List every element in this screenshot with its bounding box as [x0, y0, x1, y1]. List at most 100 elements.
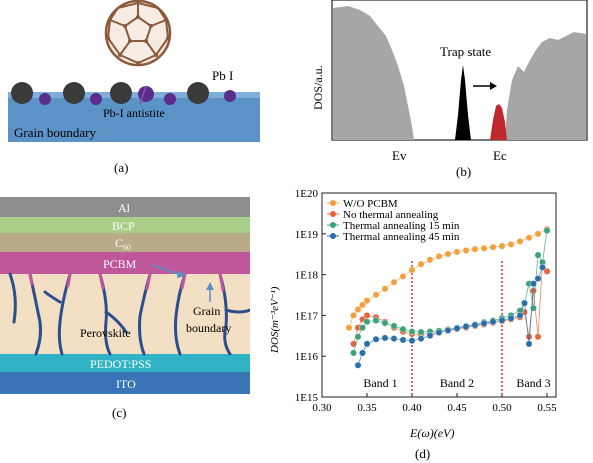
data-point [539, 264, 546, 271]
legend-marker [330, 200, 336, 206]
legend-marker [330, 233, 336, 239]
x-tick-label: 0.30 [312, 402, 332, 414]
data-point [354, 361, 362, 369]
y-tick-label: 1E19 [295, 229, 319, 241]
label-ev: Ev [392, 148, 407, 163]
data-point [435, 329, 443, 336]
label-al: Al [118, 201, 131, 215]
data-point [534, 275, 542, 282]
label-pbi: Pb I [212, 68, 233, 83]
series-line [348, 228, 548, 328]
pb-atom [11, 82, 33, 104]
layer-c60 [0, 233, 250, 252]
label-bcp: BCP [112, 219, 135, 233]
data-point [498, 242, 506, 250]
data-point [507, 240, 515, 248]
atom-row [11, 82, 236, 105]
pb-atom [187, 82, 209, 104]
data-point [444, 326, 452, 334]
i-atom [224, 90, 236, 102]
data-point [489, 243, 497, 251]
data-point [381, 319, 389, 327]
layer-pedot-pss [0, 354, 250, 372]
data-point [462, 247, 470, 254]
y-tick-label: 1E16 [295, 351, 319, 363]
data-point [417, 260, 425, 268]
layer-al [0, 197, 250, 217]
pb-atom [63, 82, 85, 104]
data-point [453, 248, 461, 256]
data-point [359, 349, 366, 357]
legend-label: No thermal annealing [343, 209, 439, 221]
layer-pcbm [0, 252, 250, 274]
band-label: Band 3 [516, 376, 550, 390]
data-point [480, 319, 488, 327]
xlabel: E(ω)(eV) [409, 426, 454, 440]
fullerene-molecule-icon [104, 0, 172, 67]
data-point [381, 334, 389, 342]
data-point [390, 335, 398, 343]
label-ec: Ec [493, 148, 507, 163]
series-line [353, 230, 548, 354]
data-point [453, 325, 461, 332]
y-tick-label: 1E18 [295, 270, 319, 282]
data-point [363, 318, 371, 326]
legend-marker [330, 211, 336, 217]
data-point [408, 337, 416, 345]
legend-label: Thermal annealing 45 min [343, 231, 460, 243]
legend-label: W/O PCBM [343, 198, 398, 210]
data-point [372, 317, 380, 324]
conduction-band-area [505, 32, 586, 140]
panel-d-chart: 0.30 0.35 0.40 0.45 0.50 0.55 1E15 1E16 1E17 1E18… [269, 188, 557, 461]
data-point [399, 336, 407, 344]
panel-c-figure: Al BCP C60 PCBM Perovskite Grain boundar… [0, 197, 250, 420]
shifted-trap-peak [490, 104, 507, 140]
label-grain: Grain [193, 304, 220, 318]
x-tick-label: 0.50 [492, 402, 512, 414]
data-point [363, 340, 371, 348]
data-point [350, 311, 357, 319]
data-point [507, 314, 515, 322]
pb-antisite-atom [138, 86, 154, 102]
plot-frame [321, 192, 557, 398]
data-point [521, 299, 528, 307]
grain-pointer-arrow-icon [206, 282, 214, 302]
valence-band-area [333, 6, 414, 140]
data-point [489, 318, 497, 326]
data-point [530, 280, 537, 288]
data-point [345, 324, 353, 332]
label-trap-state: Trap state [440, 44, 491, 59]
label-grain-boundary: Grain boundary [14, 125, 96, 140]
data-point [350, 349, 357, 357]
data-point [462, 323, 470, 331]
data-point [534, 251, 542, 259]
x-tick-label: 0.55 [537, 402, 557, 414]
label-c60: C60 [115, 236, 131, 252]
label-ito: ITO [116, 377, 136, 391]
data-point [417, 335, 425, 343]
ylabel-dos: DOS/a.u. [311, 65, 325, 110]
layer-bcp [0, 217, 250, 233]
x-tick-label: 0.40 [402, 402, 422, 414]
x-tick-label: 0.45 [447, 402, 467, 414]
i-atom [164, 93, 176, 105]
trap-state-peak [455, 65, 471, 140]
data-point [516, 238, 524, 245]
label-pcbm: PCBM [103, 257, 137, 271]
ylabel: DOS(m⁻³eV⁻¹) [269, 286, 281, 354]
y-tick-label: 1E20 [295, 188, 319, 200]
data-point [408, 266, 416, 274]
label-boundary: boundary [186, 321, 231, 335]
pb-atom [110, 82, 132, 104]
data-point [372, 291, 380, 299]
data-point [480, 244, 488, 252]
series-line [357, 267, 543, 366]
data-point [399, 325, 407, 333]
label-antisite: Pb-I antistite [103, 106, 165, 120]
data-point [426, 332, 434, 339]
data-point [417, 328, 425, 336]
i-atom [39, 93, 51, 105]
caption-b: (b) [456, 164, 471, 179]
panel-b-figure: Trap state Ev Ec DOS/a.u. (b) [311, 0, 588, 179]
data-point [426, 256, 434, 264]
